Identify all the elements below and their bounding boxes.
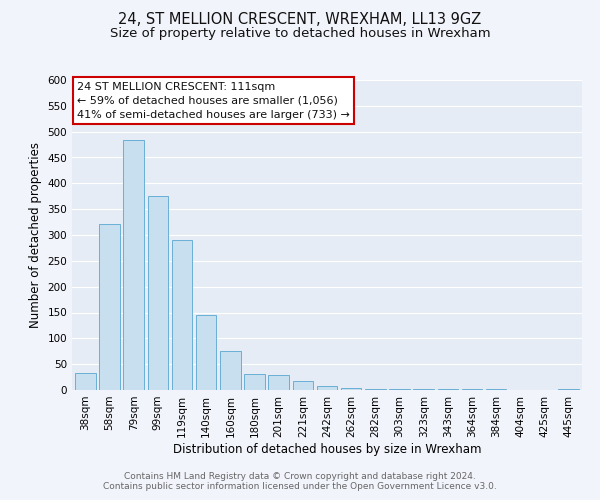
- Text: Contains HM Land Registry data © Crown copyright and database right 2024.: Contains HM Land Registry data © Crown c…: [124, 472, 476, 481]
- Text: 24 ST MELLION CRESCENT: 111sqm
← 59% of detached houses are smaller (1,056)
41% : 24 ST MELLION CRESCENT: 111sqm ← 59% of …: [77, 82, 350, 120]
- Bar: [559, 389, 579, 390]
- Bar: [75, 374, 95, 390]
- Bar: [293, 381, 313, 390]
- Bar: [124, 140, 144, 390]
- Bar: [99, 224, 120, 390]
- Bar: [268, 375, 289, 390]
- Text: Size of property relative to detached houses in Wrexham: Size of property relative to detached ho…: [110, 28, 490, 40]
- Bar: [365, 389, 386, 390]
- Text: 24, ST MELLION CRESCENT, WREXHAM, LL13 9GZ: 24, ST MELLION CRESCENT, WREXHAM, LL13 9…: [118, 12, 482, 28]
- Bar: [220, 351, 241, 390]
- X-axis label: Distribution of detached houses by size in Wrexham: Distribution of detached houses by size …: [173, 442, 481, 456]
- Y-axis label: Number of detached properties: Number of detached properties: [29, 142, 42, 328]
- Bar: [172, 240, 192, 390]
- Bar: [148, 196, 168, 390]
- Text: Contains public sector information licensed under the Open Government Licence v3: Contains public sector information licen…: [103, 482, 497, 491]
- Bar: [196, 315, 217, 390]
- Bar: [244, 374, 265, 390]
- Bar: [317, 386, 337, 390]
- Bar: [341, 388, 361, 390]
